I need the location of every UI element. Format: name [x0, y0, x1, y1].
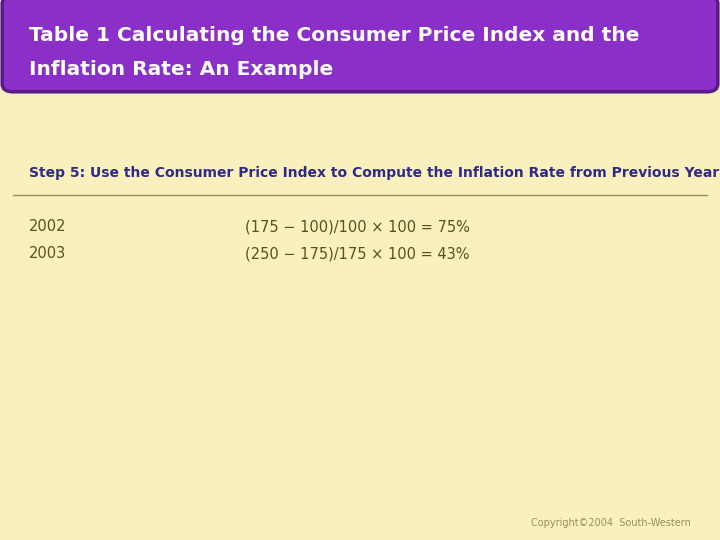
Text: Copyright©2004  South-Western: Copyright©2004 South-Western — [531, 518, 691, 528]
Text: 2003: 2003 — [29, 246, 66, 261]
Text: Inflation Rate: An Example: Inflation Rate: An Example — [29, 59, 333, 79]
Text: (175 − 100)/100 × 100 = 75%: (175 − 100)/100 × 100 = 75% — [245, 219, 469, 234]
Text: 2002: 2002 — [29, 219, 66, 234]
Text: Table 1 Calculating the Consumer Price Index and the: Table 1 Calculating the Consumer Price I… — [29, 25, 639, 45]
FancyBboxPatch shape — [2, 0, 718, 92]
Text: (250 − 175)/175 × 100 = 43%: (250 − 175)/175 × 100 = 43% — [245, 246, 469, 261]
Text: Step 5: Use the Consumer Price Index to Compute the Inflation Rate from Previous: Step 5: Use the Consumer Price Index to … — [29, 166, 719, 180]
